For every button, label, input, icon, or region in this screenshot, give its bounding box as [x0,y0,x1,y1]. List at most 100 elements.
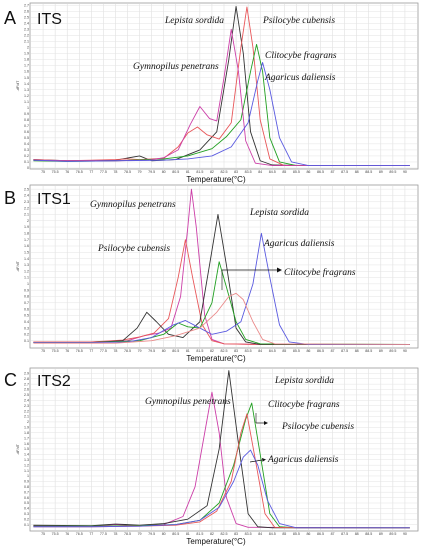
x-tick-label: 76 [65,170,69,174]
y-tick-label: 1.3 [24,88,29,92]
x-tick-label: 80 [162,349,166,353]
y-tick-label: 0.4 [24,320,29,324]
x-tick-label: 87 [331,532,335,536]
x-tick-label: 82 [210,170,214,174]
x-tick-label: 80.5 [172,170,179,174]
x-tick-label: 82.5 [221,170,228,174]
panel-title: ITS [37,11,62,28]
y-tick-label: 2.1 [24,415,29,419]
y-tick-label: 0.3 [24,512,29,516]
x-tick-label: 81 [186,170,190,174]
y-tick-label: 1.6 [24,442,29,446]
y-tick-label: 1.2 [24,463,29,467]
species-annotation: Gymnopilus penetrans [145,397,231,407]
x-tick-label: 76 [65,349,69,353]
panel-letter: A [4,8,16,28]
x-tick-label: 83 [234,349,238,353]
y-tick-label: 0.6 [24,496,29,500]
y-tick-label: 1.8 [24,431,29,435]
x-tick-label: 80.5 [172,349,179,353]
y-tick-label: 0.1 [24,523,29,527]
y-tick-label: 1.1 [24,276,29,280]
x-tick-label: 76.5 [76,170,83,174]
x-tick-label: 87.5 [341,349,348,353]
x-tick-label: 79.5 [148,532,155,536]
x-tick-label: 84.5 [269,532,276,536]
y-tick-label: 0.4 [24,142,29,146]
x-tick-label: 88 [355,170,359,174]
x-tick-label: 90 [403,532,407,536]
y-tick-label: 0.5 [24,501,29,505]
x-tick-label: 78 [113,349,117,353]
species-annotation: Clitocybe fragrans [268,399,340,410]
y-tick-label: 2.8 [24,377,29,381]
x-tick-label: 85 [282,532,286,536]
x-tick-label: 86 [306,532,310,536]
x-tick-label: 79 [138,349,142,353]
x-tick-label: 85.5 [293,532,300,536]
x-tick-label: 83.5 [245,349,252,353]
x-tick-label: 80 [162,532,166,536]
species-annotation: Clitocybe fragrans [265,50,337,61]
y-tick-label: 1.1 [24,100,29,104]
x-axis-label: Temperature(°C) [186,354,246,363]
x-tick-label: 84.5 [269,349,276,353]
y-tick-label: 1.4 [24,257,29,261]
x-tick-label: 85.5 [293,349,300,353]
y-tick-label: 0.7 [24,301,29,305]
x-tick-label: 89.5 [389,532,396,536]
x-tick-label: 79 [138,532,142,536]
y-tick-label: 0.2 [24,333,29,337]
x-tick-label: 89 [379,170,383,174]
melt-curve-psilocybe-cubensis [33,6,410,167]
x-tick-label: 87 [331,170,335,174]
x-tick-label: 79 [138,170,142,174]
species-annotation: Lepista sordida [164,16,224,26]
y-tick-label: 2 [27,420,29,424]
x-tick-label: 83.5 [245,532,252,536]
x-tick-label: 75 [41,170,45,174]
x-tick-label: 83 [234,170,238,174]
y-tick-label: 1.6 [24,70,29,74]
x-tick-label: 77 [89,170,93,174]
y-axis-label: -dF/dT [16,260,20,271]
melt-curve-agaricus-daliensis [33,449,410,529]
x-tick-label: 88 [355,349,359,353]
y-tick-label: 2.2 [24,206,29,210]
y-tick-label: 1 [27,282,29,286]
y-tick-label: 2.5 [24,15,29,19]
y-tick-label: 0 [27,166,29,170]
y-tick-label: 2.7 [24,382,29,386]
chart-panel-c: 75 75.5 76 76.5 77 77.5 78 78.5 79 79.5 80 80.5 81 81… [4,367,419,546]
x-tick-label: 89.5 [389,349,396,353]
melt-curve-lepista-sordida [33,5,410,167]
y-tick-label: 0.7 [24,124,29,128]
y-tick-label: 0.4 [24,507,29,511]
x-tick-label: 84.5 [269,170,276,174]
y-tick-label: 1.7 [24,64,29,68]
y-tick-label: 1.2 [24,94,29,98]
y-tick-label: 0.6 [24,307,29,311]
y-tick-label: 0.2 [24,517,29,521]
x-tick-label: 84 [258,349,262,353]
y-tick-label: 2.3 [24,200,29,204]
panel-letter: B [4,188,16,208]
y-tick-label: 1.4 [24,453,29,457]
x-tick-label: 77.5 [100,170,107,174]
y-tick-label: 2.6 [24,9,29,13]
x-axis-label: Temperature(°C) [186,175,246,184]
y-tick-label: 0.5 [24,314,29,318]
y-tick-label: 2 [27,219,29,223]
y-tick-label: 2.5 [24,187,29,191]
species-annotation: Psilocybe cubensis [262,16,335,26]
species-annotation: Agaricus daliensis [264,73,336,83]
x-tick-label: 82.5 [221,349,228,353]
x-tick-label: 85 [282,170,286,174]
y-tick-label: 1.6 [24,244,29,248]
x-tick-label: 80.5 [172,532,179,536]
x-tick-label: 78.5 [124,170,131,174]
melt-curve-lepista-sordida [33,370,410,529]
x-tick-label: 89 [379,349,383,353]
y-tick-label: 0.6 [24,130,29,134]
chart-panel-a: 75 75.5 76 76.5 77 77.5 78 78.5 79 79.5 80 80.5 81 81… [4,2,419,184]
